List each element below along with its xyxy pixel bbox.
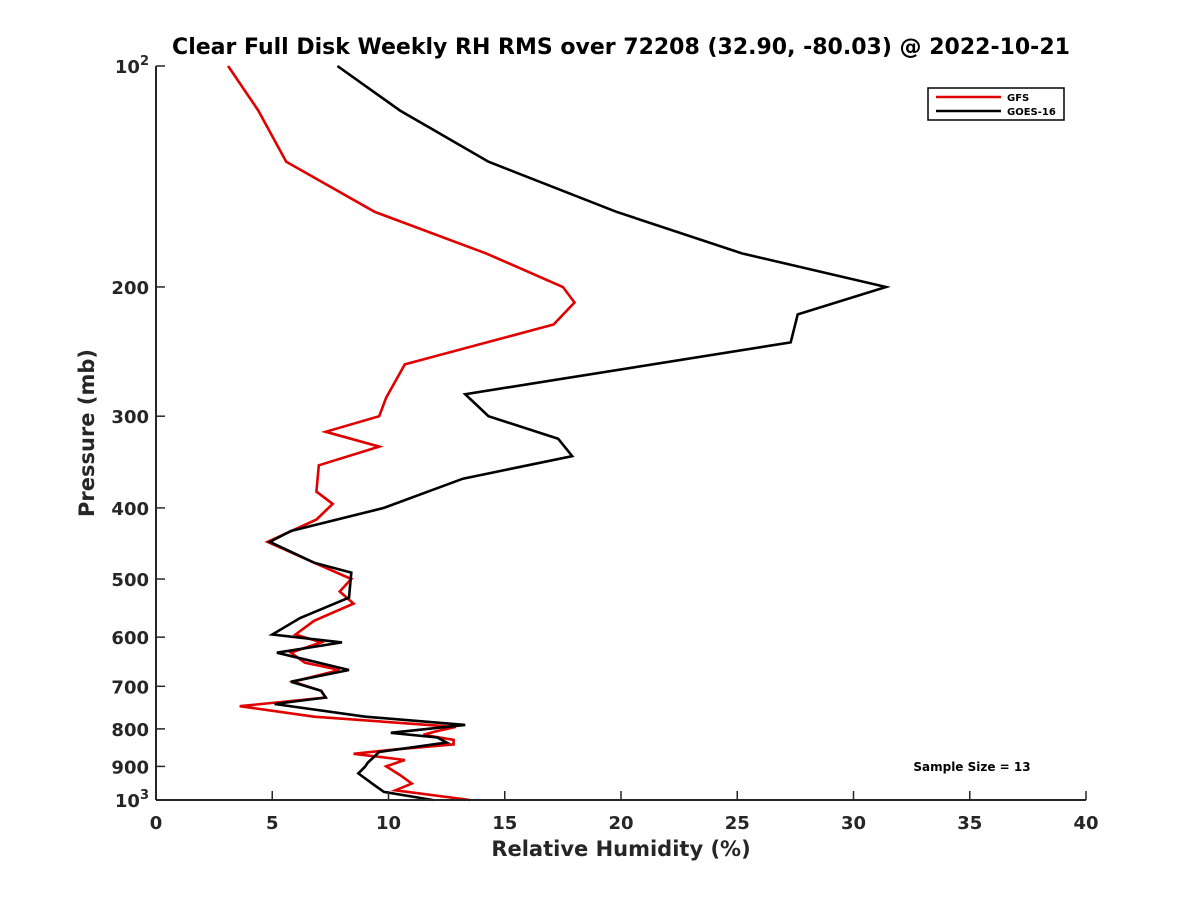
y-tick-label: 103 [115,788,149,812]
x-tick-label: 0 [150,813,163,834]
x-tick-label: 30 [841,813,866,834]
y-tick-label: 500 [111,570,149,591]
x-tick-label: 20 [608,813,633,834]
x-tick-label: 25 [725,813,750,834]
chart-title: Clear Full Disk Weekly RH RMS over 72208… [172,35,1070,60]
y-tick-label: 102 [115,54,149,78]
x-tick-label: 35 [957,813,982,834]
y-axis-label: Pressure (mb) [75,349,99,517]
series-line-goes-16 [266,64,891,802]
plot-frame [156,66,1086,800]
plot-area [227,64,891,802]
sample-size-annotation: Sample Size = 13 [913,760,1030,774]
legend-label-gfs: GFS [1007,93,1029,104]
x-tick-label: 40 [1073,813,1098,834]
y-tick-label: 800 [111,720,149,741]
x-tick-label: 15 [492,813,517,834]
legend-box [927,87,1065,121]
axes: 0 5 10 15 20 25 30 35 40 102 200 300 400 500 600 700 800… [111,54,1098,834]
legend-label-goes16: GOES-16 [1007,107,1056,118]
y-tick-label: 600 [111,628,149,649]
y-tick-label: 300 [111,407,149,428]
y-tick-label: 400 [111,499,149,520]
x-tick-label: 5 [266,813,279,834]
x-tick-label: 10 [376,813,401,834]
y-tick-label: 700 [111,677,149,698]
y-tick-label: 200 [111,278,149,299]
x-axis-label: Relative Humidity (%) [491,837,750,861]
y-tick-label: 900 [111,757,149,778]
legend: GFS GOES-16 [927,87,1065,121]
